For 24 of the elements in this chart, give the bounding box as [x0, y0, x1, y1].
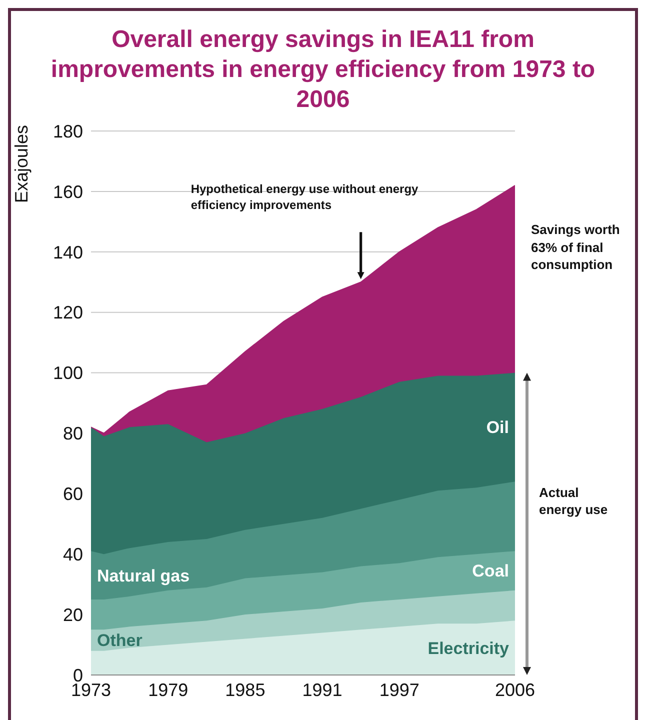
x-tick-label: 1979 [148, 680, 188, 700]
y-tick-label: 60 [62, 484, 83, 504]
x-tick-label: 1991 [302, 680, 342, 700]
x-tick-label: 1985 [225, 680, 266, 700]
chart-title: Overall energy savings in IEA11 from improvements in energy efficiency from 1973 to 2006 [50, 25, 596, 115]
series-label: Other [97, 631, 143, 650]
y-tick-label: 80 [62, 424, 83, 444]
y-tick-label: 160 [52, 182, 83, 202]
x-tick-label: 1997 [379, 680, 420, 700]
y-tick-label: 40 [62, 544, 83, 564]
y-tick-label: 140 [52, 242, 83, 262]
annotation: Hypothetical energy use without energy efficiency improvements [190, 182, 420, 214]
y-tick-label: 180 [52, 121, 83, 142]
series-label: Electricity [428, 638, 510, 658]
text: Savings worth 63% of final consumption [531, 221, 621, 274]
series-label: Natural gas [97, 566, 190, 586]
y-tick-label: 120 [52, 302, 83, 323]
y-tick-label: 100 [52, 363, 83, 384]
series-label: Coal [472, 562, 509, 581]
series-label: Oil [486, 418, 509, 438]
text: Actual energy use [539, 484, 609, 519]
y-tick-label: 20 [62, 604, 83, 625]
x-tick-label: 2006 [494, 680, 536, 700]
y-axis-title: Exajoules [11, 124, 32, 203]
